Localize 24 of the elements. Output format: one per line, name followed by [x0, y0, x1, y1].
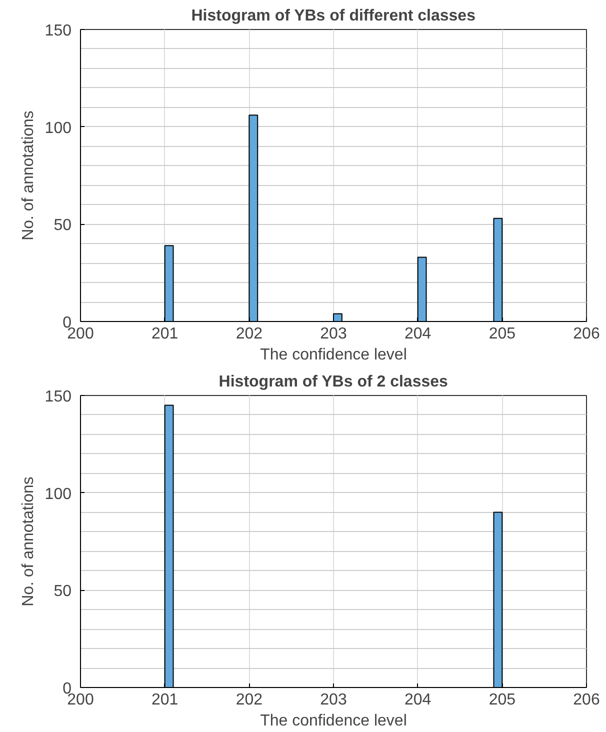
y-tick-label: 50	[54, 217, 72, 234]
chart-title: Histogram of YBs of 2 classes	[218, 374, 448, 390]
x-tick-label: 202	[236, 692, 263, 708]
y-axis-title: No. of annotations	[20, 110, 37, 240]
x-tick-label: 206	[573, 326, 600, 342]
y-tick-label: 150	[44, 388, 72, 406]
x-tick-label: 202	[236, 326, 263, 342]
chart-title: Histogram of YBs of different classes	[191, 8, 476, 24]
x-tick-label: 204	[404, 326, 432, 342]
x-tick-label: 201	[151, 692, 178, 708]
y-tick-label: 100	[44, 486, 72, 503]
x-tick-label: 206	[573, 692, 600, 708]
x-tick-label: 203	[320, 326, 347, 342]
x-tick-label: 205	[488, 326, 516, 342]
x-tick-label: 204	[404, 692, 432, 708]
x-axis-title: The confidence level	[260, 712, 407, 730]
y-axis-title: No. of annotations	[20, 476, 37, 606]
y-tick-label: 100	[44, 120, 72, 137]
y-tick-label: 50	[54, 583, 72, 600]
y-tick-label: 150	[44, 22, 72, 40]
x-tick-label: 201	[151, 326, 178, 342]
x-tick-label: 205	[488, 692, 516, 708]
x-tick-label: 203	[320, 692, 347, 708]
x-axis-title: The confidence level	[260, 346, 407, 364]
